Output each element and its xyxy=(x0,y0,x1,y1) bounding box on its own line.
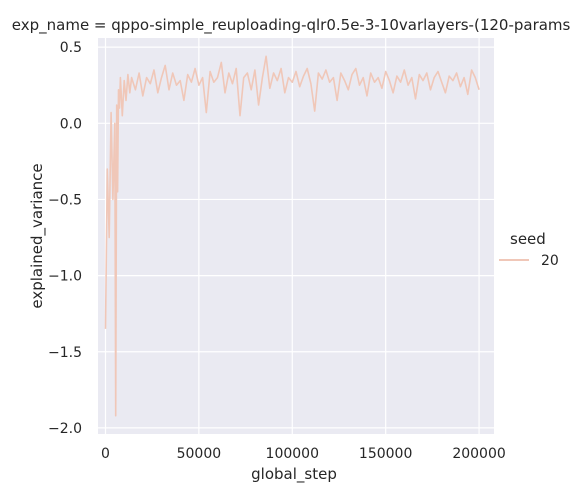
y-axis-label: explained_variance xyxy=(28,163,47,308)
y-tick-label: −1.5 xyxy=(48,345,82,361)
plot-background xyxy=(98,38,494,434)
y-tick-label: −1.0 xyxy=(48,269,82,285)
series-line-20 xyxy=(104,55,480,417)
x-tick-label: 100000 xyxy=(266,446,319,462)
y-tick-labels: 0.5 0.0 −0.5 −1.0 −1.5 −2.0 xyxy=(48,40,82,437)
x-tick-label: 50000 xyxy=(177,446,222,462)
x-tick-label: 150000 xyxy=(359,446,412,462)
y-tick-label: 0.0 xyxy=(60,116,82,132)
x-tick-label: 0 xyxy=(101,446,110,462)
x-tick-label: 200000 xyxy=(452,446,505,462)
y-gridlines xyxy=(98,46,494,429)
y-tick-label: −2.0 xyxy=(48,421,82,437)
legend-entry-20: 20 xyxy=(541,253,559,269)
y-tick-label: −0.5 xyxy=(48,192,82,208)
legend-title: seed xyxy=(510,230,546,248)
y-tick-label: 0.5 xyxy=(60,40,82,56)
data-series xyxy=(104,55,480,417)
legend: seed 20 xyxy=(499,230,559,269)
x-axis-label: global_step xyxy=(251,465,337,484)
chart-title: exp_name = qppo-simple_reuploading-qlr0.… xyxy=(12,16,571,35)
x-tick-labels: 0 50000 100000 150000 200000 xyxy=(101,446,506,462)
x-gridlines xyxy=(104,38,480,434)
